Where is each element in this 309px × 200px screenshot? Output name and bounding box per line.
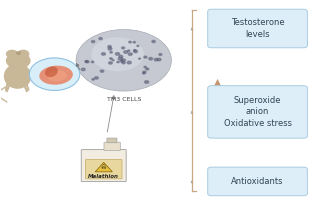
Circle shape bbox=[159, 54, 162, 55]
Circle shape bbox=[81, 68, 85, 71]
Circle shape bbox=[109, 62, 112, 64]
Circle shape bbox=[122, 47, 125, 49]
Circle shape bbox=[91, 37, 144, 71]
Text: Testosterone
levels: Testosterone levels bbox=[231, 18, 284, 39]
Circle shape bbox=[133, 50, 138, 53]
Circle shape bbox=[129, 41, 131, 43]
Ellipse shape bbox=[47, 70, 67, 82]
Circle shape bbox=[122, 59, 125, 61]
Circle shape bbox=[95, 77, 98, 79]
Circle shape bbox=[139, 58, 141, 59]
Circle shape bbox=[110, 58, 112, 59]
Circle shape bbox=[119, 55, 123, 58]
Circle shape bbox=[101, 53, 105, 55]
Ellipse shape bbox=[39, 66, 73, 85]
Circle shape bbox=[18, 50, 29, 57]
Circle shape bbox=[112, 60, 114, 61]
FancyBboxPatch shape bbox=[104, 142, 120, 151]
FancyBboxPatch shape bbox=[208, 167, 307, 196]
Circle shape bbox=[118, 57, 122, 60]
FancyBboxPatch shape bbox=[208, 9, 307, 48]
Circle shape bbox=[6, 50, 18, 57]
Circle shape bbox=[91, 61, 94, 63]
Text: Malathion: Malathion bbox=[88, 174, 119, 179]
Circle shape bbox=[127, 61, 131, 64]
Circle shape bbox=[149, 57, 153, 60]
Circle shape bbox=[154, 58, 158, 61]
Circle shape bbox=[128, 50, 130, 51]
Circle shape bbox=[86, 61, 89, 63]
Circle shape bbox=[143, 73, 145, 74]
Circle shape bbox=[108, 48, 112, 50]
Text: Antioxidants: Antioxidants bbox=[231, 177, 284, 186]
Circle shape bbox=[146, 68, 149, 70]
Circle shape bbox=[99, 38, 102, 40]
Circle shape bbox=[144, 56, 147, 58]
Circle shape bbox=[85, 61, 88, 62]
Circle shape bbox=[124, 51, 128, 53]
Text: TM3 CELLS: TM3 CELLS bbox=[107, 97, 141, 102]
Polygon shape bbox=[95, 162, 112, 172]
Ellipse shape bbox=[5, 64, 31, 88]
Circle shape bbox=[92, 79, 94, 80]
FancyBboxPatch shape bbox=[86, 160, 122, 179]
Circle shape bbox=[76, 29, 171, 91]
Circle shape bbox=[6, 53, 30, 68]
Ellipse shape bbox=[45, 66, 58, 77]
FancyBboxPatch shape bbox=[81, 150, 126, 182]
Circle shape bbox=[29, 58, 80, 90]
Circle shape bbox=[117, 61, 119, 63]
Circle shape bbox=[17, 52, 20, 54]
Circle shape bbox=[133, 42, 135, 43]
Circle shape bbox=[108, 46, 111, 48]
Text: Superoxide
anion
Oxidative stress: Superoxide anion Oxidative stress bbox=[223, 96, 292, 128]
FancyBboxPatch shape bbox=[208, 86, 307, 138]
Circle shape bbox=[120, 60, 123, 62]
Circle shape bbox=[145, 81, 149, 83]
Circle shape bbox=[137, 45, 139, 47]
Circle shape bbox=[91, 41, 95, 43]
Circle shape bbox=[143, 71, 146, 73]
Circle shape bbox=[152, 40, 155, 43]
Circle shape bbox=[110, 51, 112, 53]
Text: ☠: ☠ bbox=[101, 165, 107, 170]
FancyBboxPatch shape bbox=[107, 138, 117, 143]
Circle shape bbox=[133, 50, 136, 51]
Circle shape bbox=[122, 62, 125, 64]
Circle shape bbox=[144, 66, 146, 68]
Circle shape bbox=[128, 53, 132, 55]
Circle shape bbox=[157, 58, 161, 61]
Circle shape bbox=[100, 70, 104, 72]
Circle shape bbox=[115, 53, 120, 55]
